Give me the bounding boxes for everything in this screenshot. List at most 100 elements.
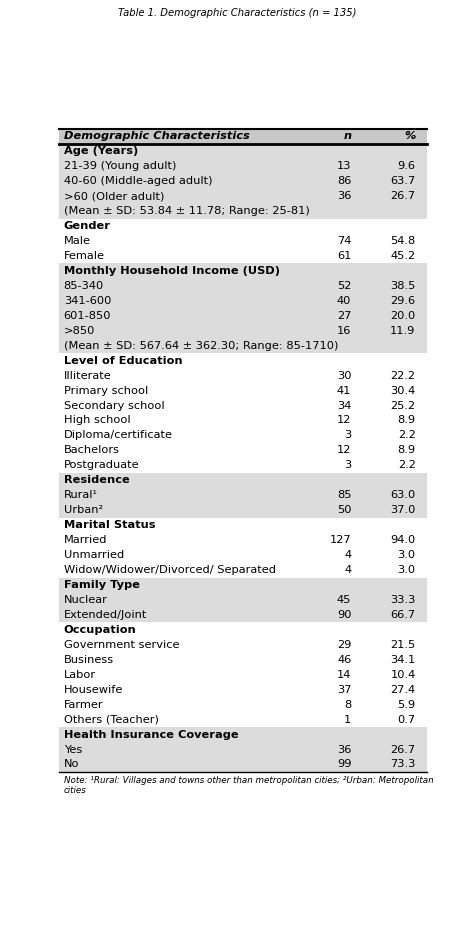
Text: 26.7: 26.7	[391, 745, 416, 755]
Text: 45: 45	[337, 595, 351, 605]
FancyBboxPatch shape	[59, 264, 427, 278]
Text: 85-340: 85-340	[64, 281, 104, 290]
Text: 52: 52	[337, 281, 351, 290]
Text: 99: 99	[337, 759, 351, 770]
Text: (Mean ± SD: 567.64 ± 362.30; Range: 85-1710): (Mean ± SD: 567.64 ± 362.30; Range: 85-1…	[64, 340, 338, 351]
Text: Age (Years): Age (Years)	[64, 146, 138, 156]
Text: No: No	[64, 759, 79, 770]
FancyBboxPatch shape	[59, 608, 427, 623]
Text: 8.9: 8.9	[398, 445, 416, 455]
Text: Others (Teacher): Others (Teacher)	[64, 715, 158, 724]
Text: 14: 14	[337, 670, 351, 680]
Text: 8: 8	[344, 699, 351, 709]
FancyBboxPatch shape	[59, 278, 427, 293]
Text: 3: 3	[344, 430, 351, 440]
FancyBboxPatch shape	[59, 548, 427, 562]
Text: Health Insurance Coverage: Health Insurance Coverage	[64, 730, 238, 740]
Text: 5.9: 5.9	[398, 699, 416, 709]
Text: 37: 37	[337, 684, 351, 695]
FancyBboxPatch shape	[59, 204, 427, 218]
Text: 8.9: 8.9	[398, 415, 416, 426]
Text: 29: 29	[337, 640, 351, 650]
Text: Farmer: Farmer	[64, 699, 103, 709]
Text: Level of Education: Level of Education	[64, 355, 182, 365]
Text: 341-600: 341-600	[64, 296, 111, 306]
Text: 29.6: 29.6	[391, 296, 416, 306]
Text: 2.2: 2.2	[398, 461, 416, 470]
FancyBboxPatch shape	[59, 398, 427, 413]
FancyBboxPatch shape	[59, 174, 427, 189]
FancyBboxPatch shape	[59, 129, 427, 143]
Text: Illiterate: Illiterate	[64, 371, 111, 380]
Text: 66.7: 66.7	[391, 610, 416, 620]
Text: 54.8: 54.8	[390, 236, 416, 246]
FancyBboxPatch shape	[59, 683, 427, 697]
Text: 601-850: 601-850	[64, 311, 111, 321]
Text: Nuclear: Nuclear	[64, 595, 108, 605]
Text: 25.2: 25.2	[391, 401, 416, 411]
Text: (Mean ± SD: 53.84 ± 11.78; Range: 25-81): (Mean ± SD: 53.84 ± 11.78; Range: 25-81)	[64, 206, 310, 216]
Text: 0.7: 0.7	[398, 715, 416, 724]
FancyBboxPatch shape	[59, 308, 427, 323]
FancyBboxPatch shape	[59, 189, 427, 204]
Text: 11.9: 11.9	[390, 326, 416, 336]
FancyBboxPatch shape	[59, 218, 427, 233]
Text: 30: 30	[337, 371, 351, 380]
FancyBboxPatch shape	[59, 233, 427, 249]
Text: 45.2: 45.2	[391, 251, 416, 261]
Text: 16: 16	[337, 326, 351, 336]
FancyBboxPatch shape	[59, 518, 427, 533]
Text: 90: 90	[337, 610, 351, 620]
Text: Business: Business	[64, 655, 114, 665]
Text: 73.3: 73.3	[390, 759, 416, 770]
Text: 2.2: 2.2	[398, 430, 416, 440]
FancyBboxPatch shape	[59, 458, 427, 473]
Text: 34: 34	[337, 401, 351, 411]
Text: 3.0: 3.0	[398, 550, 416, 561]
Text: High school: High school	[64, 415, 130, 426]
Text: %: %	[404, 131, 416, 142]
Text: Married: Married	[64, 536, 107, 545]
Text: Gender: Gender	[64, 221, 110, 231]
FancyBboxPatch shape	[59, 533, 427, 548]
FancyBboxPatch shape	[59, 487, 427, 503]
FancyBboxPatch shape	[59, 353, 427, 368]
Text: 10.4: 10.4	[390, 670, 416, 680]
Text: 50: 50	[337, 505, 351, 515]
Text: Note: ¹Rural: Villages and towns other than metropolitan cities; ²Urban: Metropo: Note: ¹Rural: Villages and towns other t…	[64, 775, 433, 795]
Text: Occupation: Occupation	[64, 625, 137, 635]
Text: 36: 36	[337, 191, 351, 201]
Text: 22.2: 22.2	[391, 371, 416, 380]
Text: 36: 36	[337, 745, 351, 755]
Text: Monthly Household Income (USD): Monthly Household Income (USD)	[64, 265, 280, 276]
FancyBboxPatch shape	[59, 143, 427, 159]
FancyBboxPatch shape	[59, 159, 427, 174]
Text: 61: 61	[337, 251, 351, 261]
FancyBboxPatch shape	[59, 383, 427, 398]
Text: 127: 127	[330, 536, 351, 545]
Text: Yes: Yes	[64, 745, 82, 755]
Text: Primary school: Primary school	[64, 386, 148, 396]
Text: 26.7: 26.7	[391, 191, 416, 201]
Text: 3: 3	[344, 461, 351, 470]
Text: 21.5: 21.5	[390, 640, 416, 650]
Text: >60 (Older adult): >60 (Older adult)	[64, 191, 164, 201]
FancyBboxPatch shape	[59, 443, 427, 458]
Text: 63.0: 63.0	[390, 490, 416, 500]
Text: Housewife: Housewife	[64, 684, 123, 695]
FancyBboxPatch shape	[59, 697, 427, 712]
Text: >850: >850	[64, 326, 95, 336]
Text: 9.6: 9.6	[398, 161, 416, 171]
FancyBboxPatch shape	[59, 667, 427, 683]
Text: 33.3: 33.3	[390, 595, 416, 605]
Text: 4: 4	[344, 565, 351, 575]
FancyBboxPatch shape	[59, 323, 427, 339]
Text: Male: Male	[64, 236, 91, 246]
Text: Female: Female	[64, 251, 105, 261]
Text: 37.0: 37.0	[390, 505, 416, 515]
Text: 27.4: 27.4	[391, 684, 416, 695]
Text: Marital Status: Marital Status	[64, 520, 155, 530]
Text: Rural¹: Rural¹	[64, 490, 98, 500]
Text: 4: 4	[344, 550, 351, 561]
FancyBboxPatch shape	[59, 623, 427, 637]
